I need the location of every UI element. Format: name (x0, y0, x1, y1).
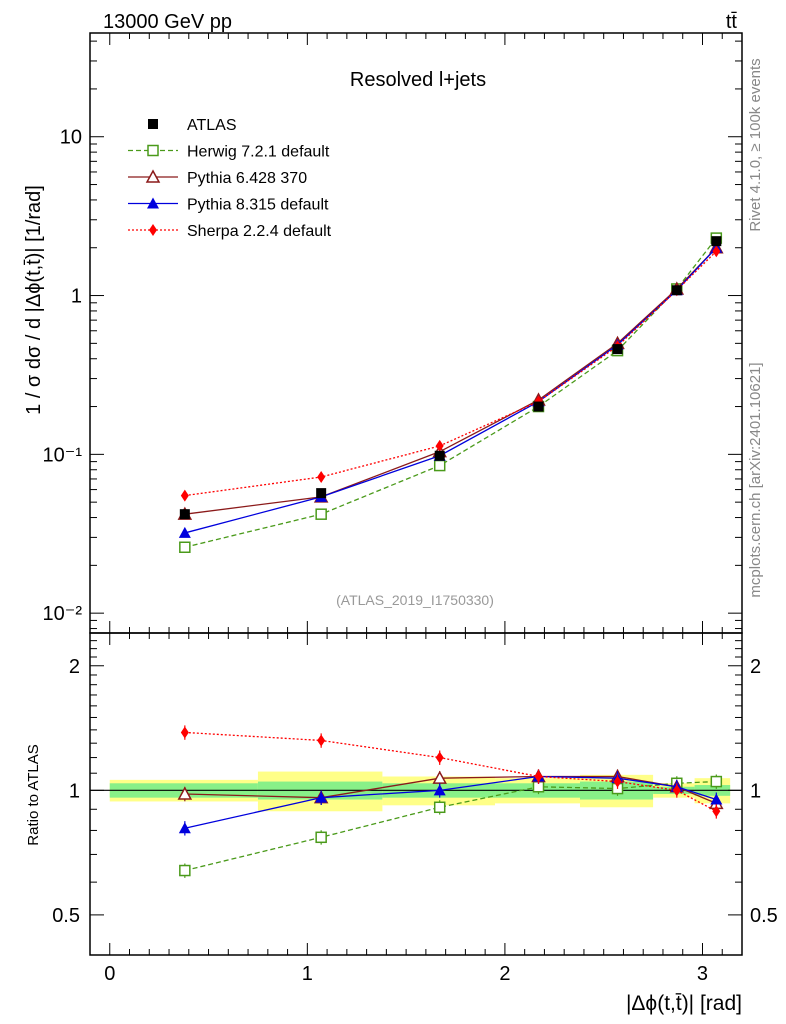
marker-open-square (433, 801, 446, 814)
header-process: tt̄ (726, 11, 738, 33)
marker-diamond (435, 439, 444, 452)
x-tick-label: 0 (104, 963, 115, 985)
x-tick-label: 2 (499, 963, 510, 985)
marker-open-square (315, 508, 327, 520)
legend-label: Pythia 6.428 370 (187, 170, 307, 187)
ratio-y-tick-label: 2 (69, 656, 80, 678)
legend: ATLAS Herwig 7.2.1 default Pythia 6.428 37… (128, 117, 332, 240)
marker-triangle (315, 791, 328, 803)
marker-open-square (179, 541, 191, 554)
main-ylabel: 1 / σ dσ / d |Δϕ(t,t̄)| [1/rad] (23, 185, 45, 415)
marker-diamond (317, 734, 326, 747)
marker-square (612, 344, 623, 355)
legend-label: Sherpa 2.2.4 default (187, 223, 332, 240)
marker-diamond (149, 224, 157, 236)
ratio-y-tick-label: 1 (750, 780, 761, 802)
marker-diamond (712, 805, 721, 818)
ratio-y-tick-label: 2 (750, 656, 761, 678)
marker-square (148, 119, 158, 129)
y-tick-label: 10⁻² (43, 603, 83, 625)
marker-square (671, 285, 682, 296)
ratio-y-tick-label: 1 (69, 780, 80, 802)
marker-open-square (179, 864, 191, 877)
rivet-label: Rivet 4.1.0, ≥ 100k events (747, 58, 764, 231)
marker-triangle (147, 197, 159, 209)
marker-square (179, 509, 190, 520)
marker-triangle (433, 784, 446, 796)
marker-open-triangle (432, 770, 447, 784)
marker-open-square (315, 831, 327, 844)
marker-diamond (180, 726, 189, 739)
marker-open-square (433, 459, 446, 472)
marker-triangle (178, 526, 191, 538)
y-tick-label: 10 (60, 127, 82, 149)
marker-square (316, 488, 327, 499)
marker-open-square (147, 144, 159, 157)
marker-triangle (178, 822, 191, 834)
mcplots-label: mcplots.cern.ch [arXiv:2401.10621] (747, 362, 764, 597)
legend-label: Herwig 7.2.1 default (187, 144, 330, 161)
marker-square (711, 236, 722, 247)
marker-diamond (672, 784, 681, 797)
x-tick-label: 3 (697, 963, 708, 985)
main-plot-title: Resolved l+jets (350, 69, 486, 91)
header-energy: 13000 GeV pp (103, 11, 232, 33)
ratio-plot: 0 1 2 3 0.5 0.5 1 1 2 2 (52, 632, 778, 985)
ratio-frame (89, 632, 743, 956)
ratio-y-tick-label: 0.5 (52, 905, 80, 927)
series-line (184, 237, 717, 548)
marker-square (434, 450, 445, 461)
series-line (184, 247, 717, 534)
marker-diamond (317, 471, 326, 484)
x-axis-label: |Δϕ(t,t̄)| [rad] (626, 992, 742, 1015)
legend-label: Pythia 8.315 default (187, 197, 329, 214)
y-tick-label: 10⁻¹ (43, 444, 83, 466)
marker-open-square (710, 775, 723, 788)
marker-diamond (534, 770, 543, 783)
marker-open-triangle (145, 169, 161, 183)
marker-open-triangle (177, 786, 193, 800)
series-line (184, 247, 717, 515)
main-plot: 10⁻² 10⁻¹ 1 10 (43, 32, 743, 634)
marker-diamond (435, 751, 444, 764)
marker-square (533, 401, 544, 412)
marker-diamond (613, 775, 622, 788)
analysis-id: (ATLAS_2019_I1750330) (336, 592, 494, 608)
y-tick-label: 1 (71, 286, 82, 308)
ratio-ylabel: Ratio to ATLAS (25, 744, 42, 845)
marker-triangle (710, 793, 723, 805)
marker-diamond (180, 489, 189, 502)
x-tick-label: 1 (302, 963, 313, 985)
legend-label: ATLAS (187, 117, 237, 134)
ratio-y-tick-label: 0.5 (750, 905, 778, 927)
marker-diamond (712, 245, 721, 258)
